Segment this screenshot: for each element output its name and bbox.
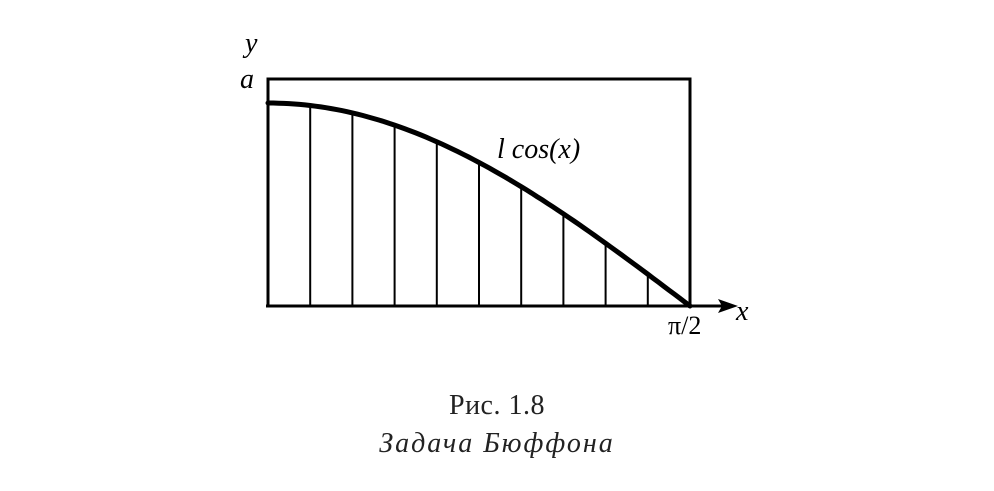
x-axis-label: x: [735, 296, 749, 327]
hatch-lines: [268, 103, 648, 306]
figure-caption: Задача Бюффона: [0, 428, 994, 460]
y-axis-label: y: [242, 28, 258, 59]
figure-number: Рис. 1.8: [0, 390, 994, 422]
curve-label: l cos(x): [497, 134, 580, 165]
x-end-label: π/2: [668, 311, 701, 340]
rect-height-label: a: [240, 64, 254, 95]
